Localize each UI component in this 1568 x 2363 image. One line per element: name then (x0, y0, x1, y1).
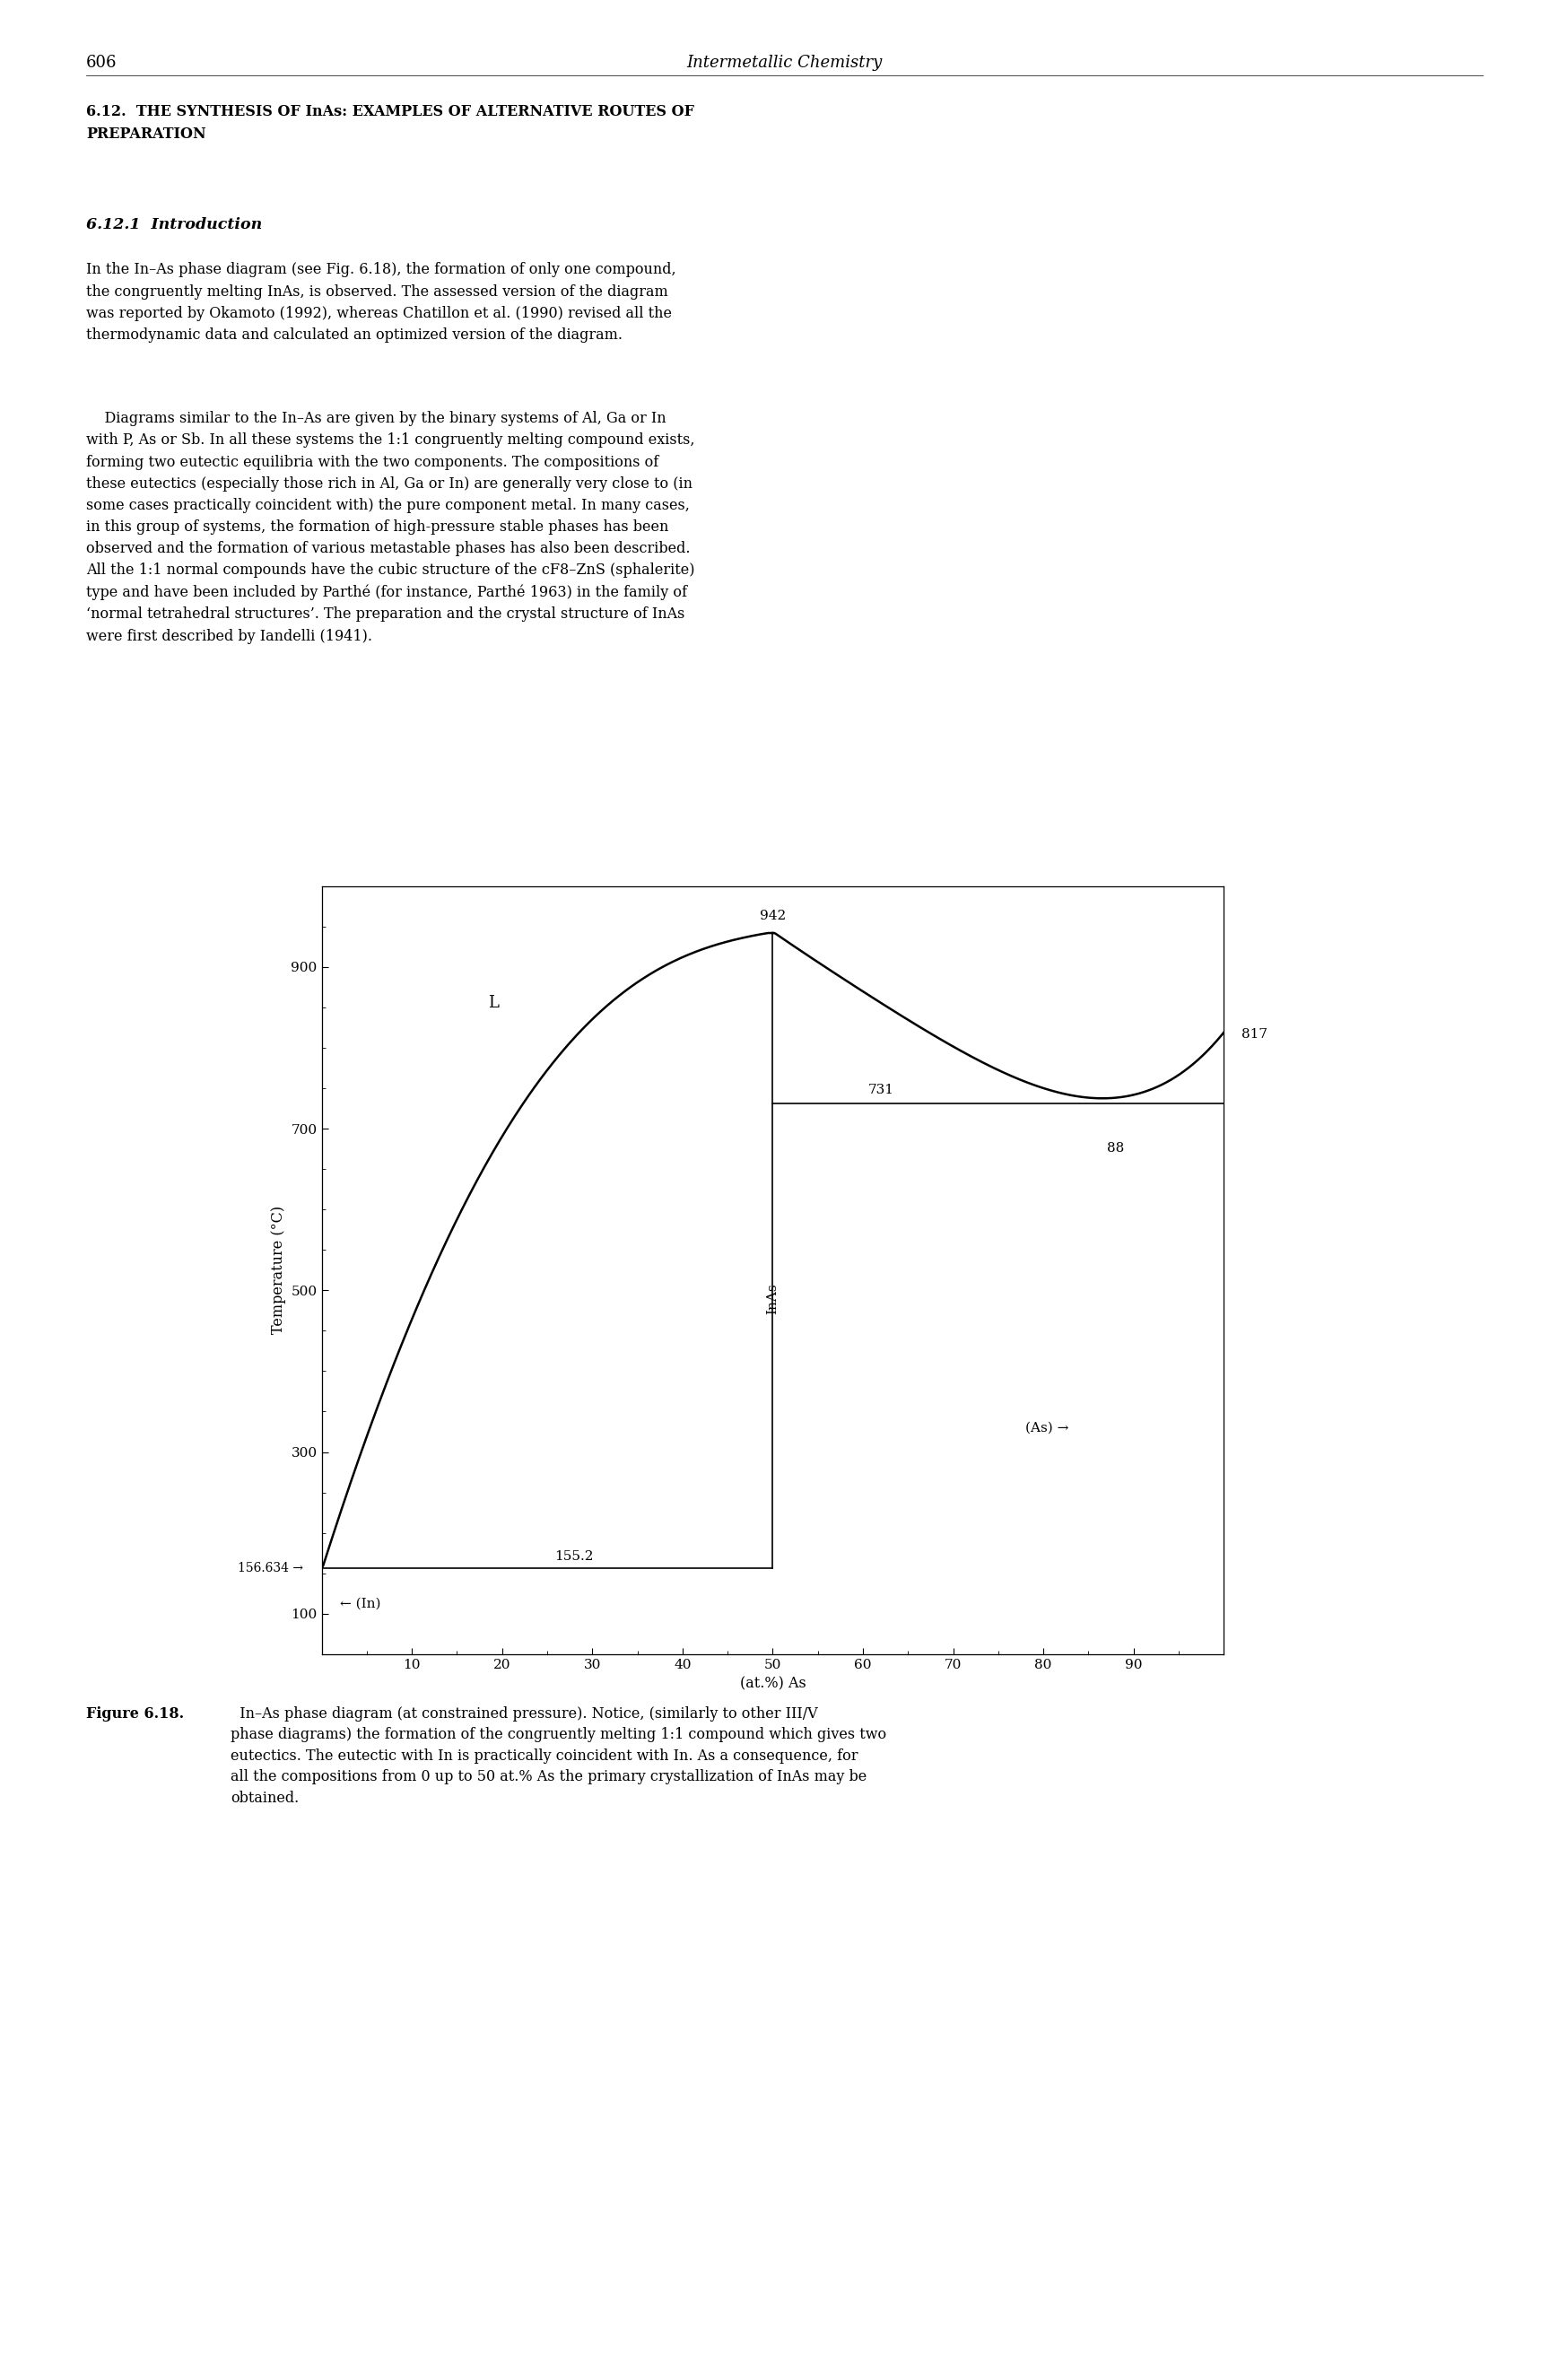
Text: 155.2: 155.2 (555, 1550, 593, 1562)
Text: InAs: InAs (765, 1283, 779, 1314)
Text: 731: 731 (867, 1085, 894, 1096)
Text: 6.12.1  Introduction: 6.12.1 Introduction (86, 217, 262, 232)
Text: 88: 88 (1105, 1141, 1124, 1156)
Text: In–As phase diagram (at constrained pressure). Notice, (similarly to other III/V: In–As phase diagram (at constrained pres… (230, 1706, 886, 1805)
Text: 817: 817 (1242, 1028, 1267, 1040)
Text: Intermetallic Chemistry: Intermetallic Chemistry (687, 54, 881, 71)
Text: 606: 606 (86, 54, 118, 71)
Text: In the In–As phase diagram (see Fig. 6.18), the formation of only one compound,
: In the In–As phase diagram (see Fig. 6.1… (86, 262, 676, 343)
Text: L: L (488, 995, 499, 1011)
Text: Diagrams similar to the In–As are given by the binary systems of Al, Ga or In
wi: Diagrams similar to the In–As are given … (86, 411, 695, 643)
Text: 156.634 →: 156.634 → (238, 1562, 304, 1574)
Y-axis label: Temperature (°C): Temperature (°C) (271, 1205, 285, 1335)
Text: 6.12.  THE SYNTHESIS OF InAs: EXAMPLES OF ALTERNATIVE ROUTES OF
PREPARATION: 6.12. THE SYNTHESIS OF InAs: EXAMPLES OF… (86, 104, 695, 142)
Text: 942: 942 (759, 910, 786, 922)
X-axis label: (at.%) As: (at.%) As (739, 1675, 806, 1692)
Text: Figure 6.18.: Figure 6.18. (86, 1706, 183, 1720)
Text: (As) →: (As) → (1025, 1423, 1068, 1434)
Text: ← (In): ← (In) (339, 1597, 381, 1609)
